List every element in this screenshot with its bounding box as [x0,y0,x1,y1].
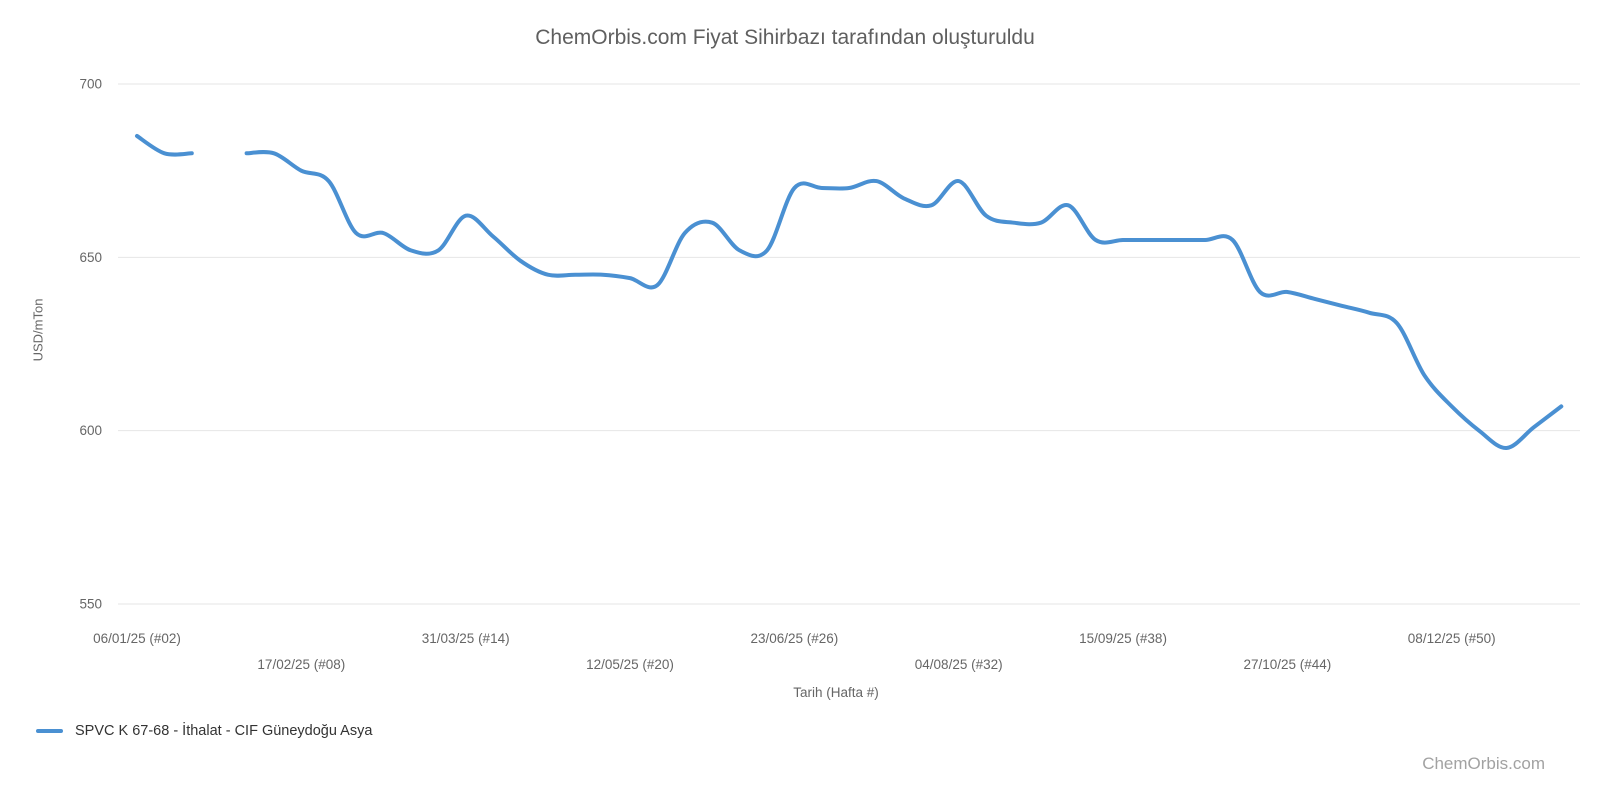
x-tick-label: 06/01/25 (#02) [93,631,181,646]
x-axis-title: Tarih (Hafta #) [793,685,879,700]
x-tick-label: 23/06/25 (#26) [750,631,838,646]
chart-title: ChemOrbis.com Fiyat Sihirbazı tarafından… [535,26,1035,49]
x-tick-label: 04/08/25 (#32) [915,657,1003,672]
x-tick-label: 15/09/25 (#38) [1079,631,1167,646]
x-tick-label: 08/12/25 (#50) [1408,631,1496,646]
legend-item[interactable]: SPVC K 67-68 - İthalat - CIF Güneydoğu A… [36,723,372,739]
x-tick-label: 17/02/25 (#08) [257,657,345,672]
y-tick-label: 650 [79,250,102,265]
x-tick-label: 27/10/25 (#44) [1243,657,1331,672]
y-tick-label: 600 [79,423,102,438]
x-tick-label: 12/05/25 (#20) [586,657,674,672]
legend-label: SPVC K 67-68 - İthalat - CIF Güneydoğu A… [75,723,373,739]
watermark: ChemOrbis.com [1422,754,1545,773]
legend-line-swatch [36,729,63,733]
series-line[interactable] [244,150,1564,450]
y-tick-label: 550 [79,597,102,612]
y-axis-title: USD/mTon [30,298,46,362]
x-tick-label: 31/03/25 (#14) [422,631,510,646]
y-tick-label: 700 [79,77,102,92]
series-line[interactable] [135,134,194,157]
plot-area: 700 650 600 550 06/01/25 (#02) 17/02/25 (#08)… [79,77,1580,672]
